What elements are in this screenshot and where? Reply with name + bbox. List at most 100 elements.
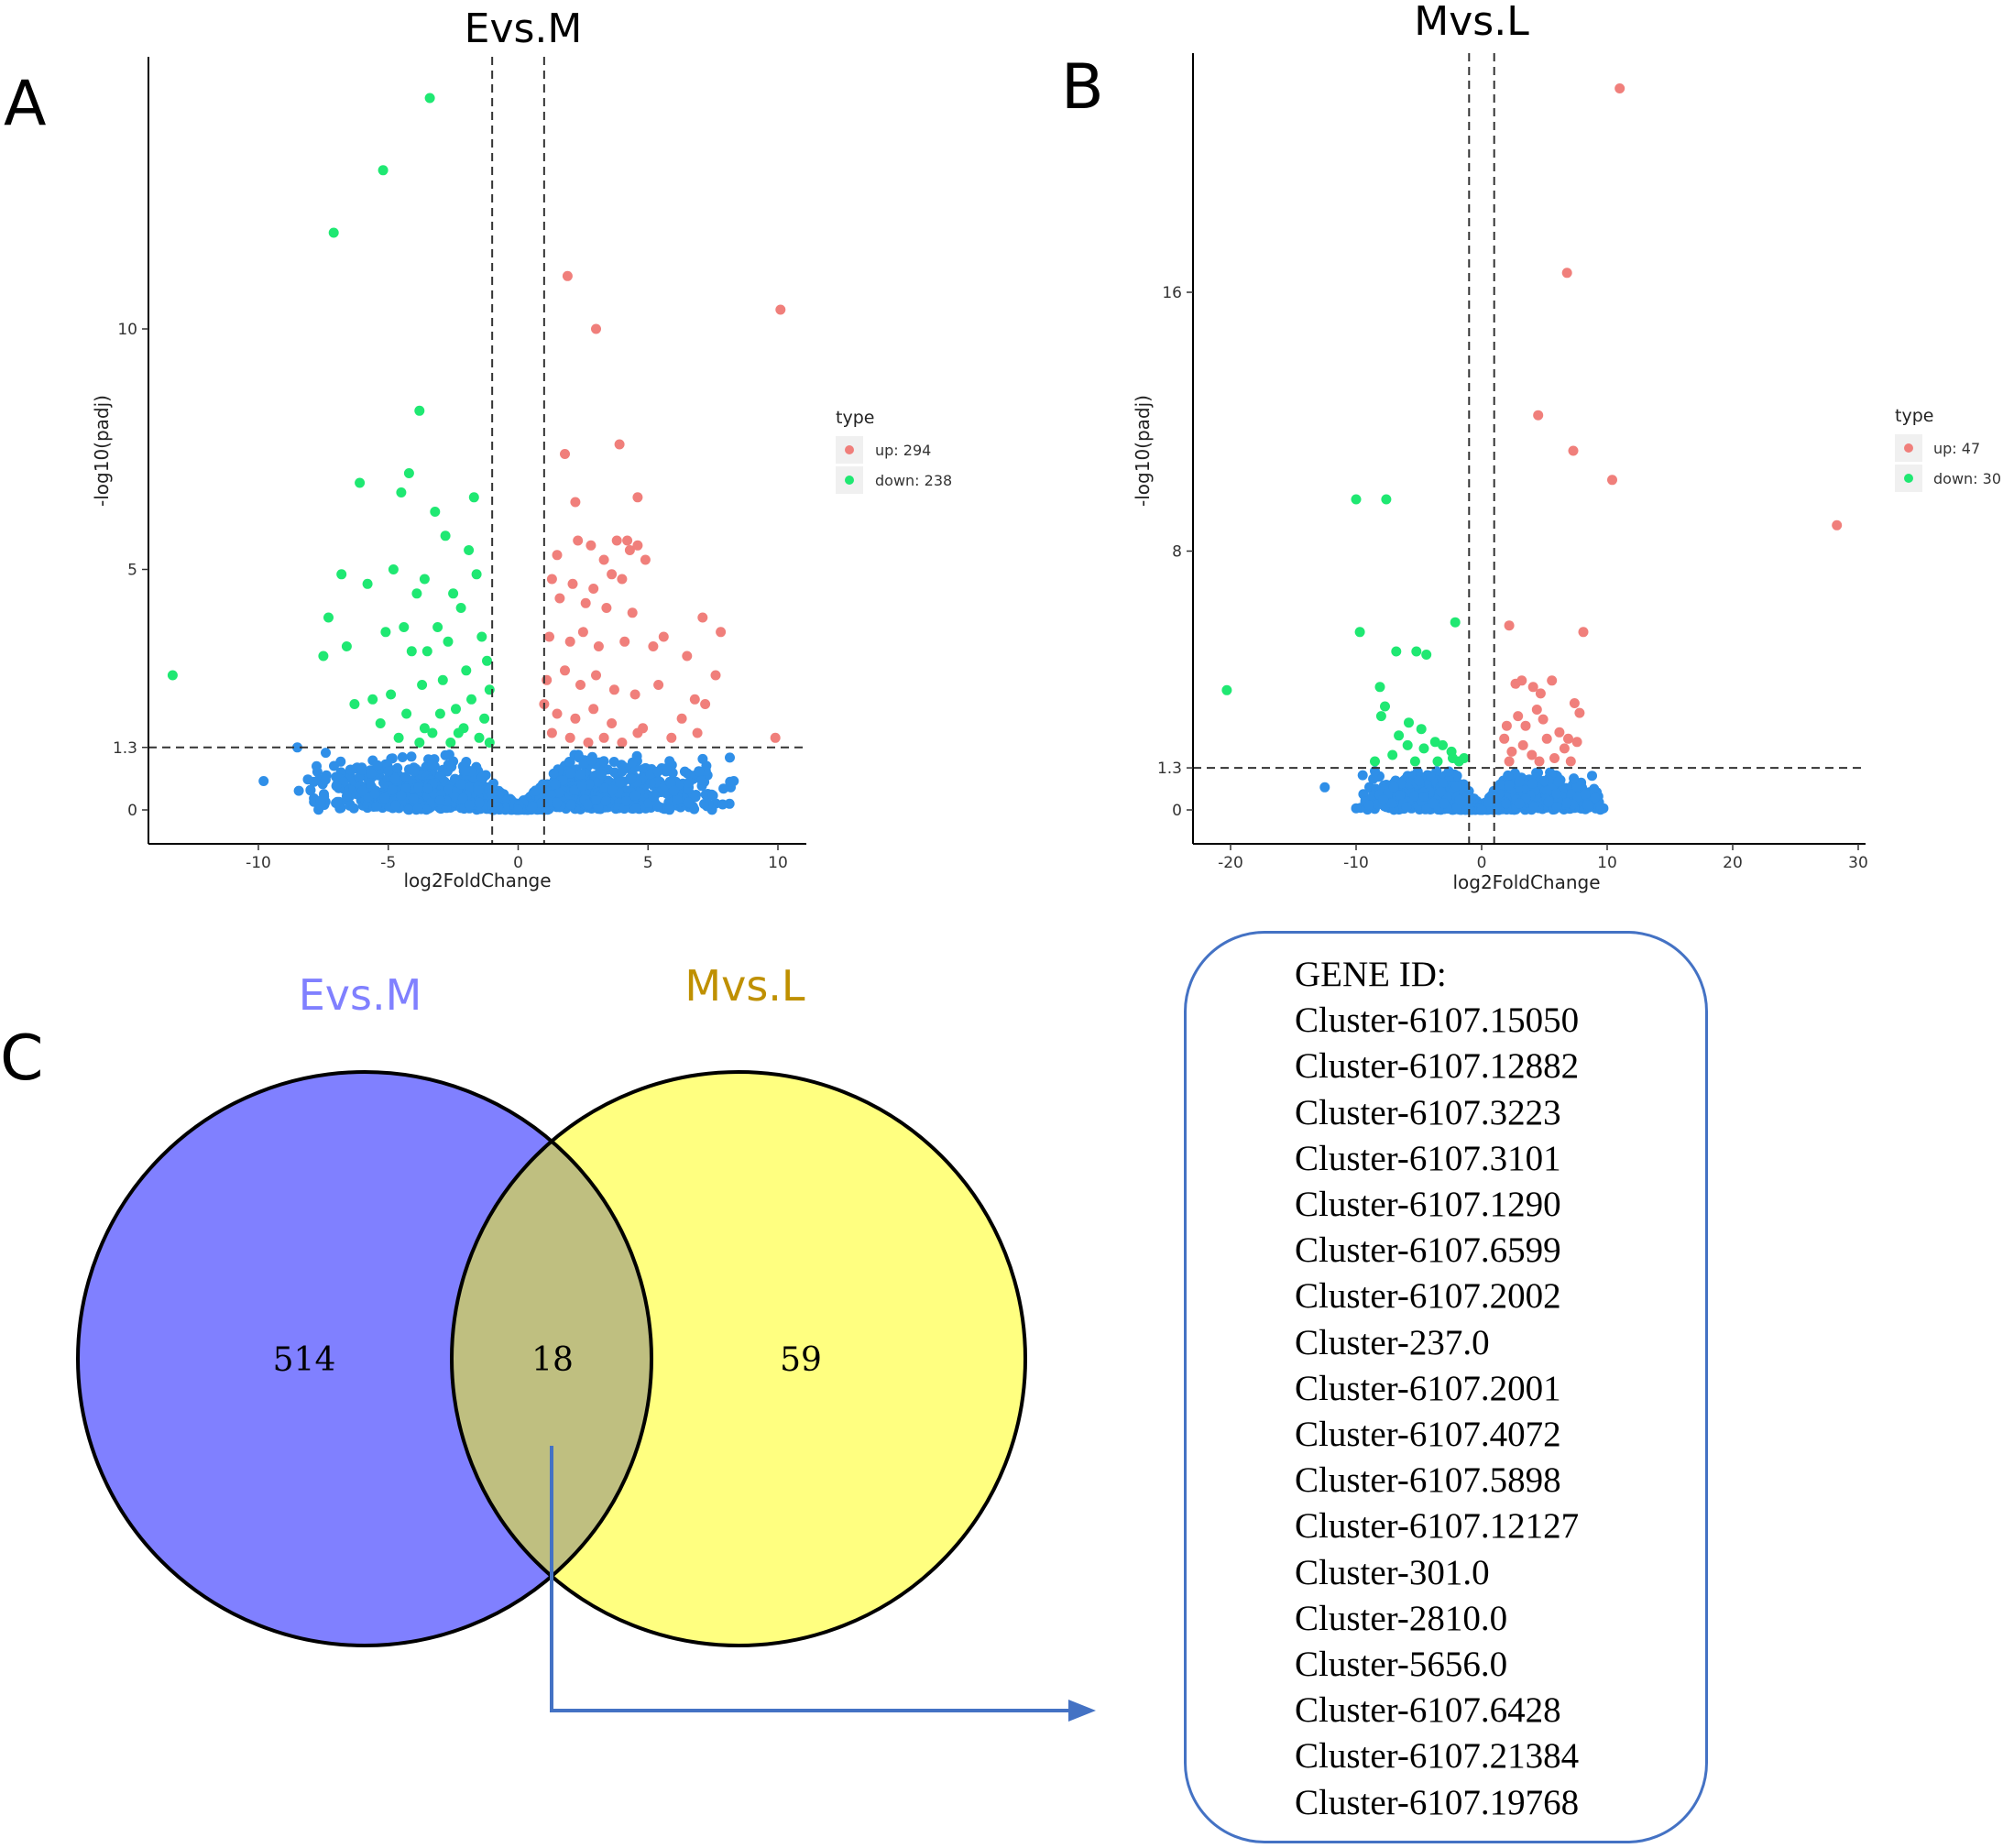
panel-b-point-not-sig — [1358, 789, 1369, 800]
panel-a-point-not-sig — [474, 797, 485, 808]
panel-a-point-not-sig — [331, 781, 342, 792]
panel-a-point-not-sig — [707, 790, 718, 801]
panel-a-point-not-sig — [694, 766, 705, 777]
panel-a-point-up — [583, 738, 594, 748]
panel-a-point-up — [560, 665, 570, 676]
panel-b-point-up — [1574, 707, 1585, 718]
panel-a-point-not-sig — [397, 752, 408, 762]
panel-a-point-not-sig — [629, 790, 640, 801]
gene-id-item: Cluster-6107.12882 — [1295, 1046, 1580, 1087]
panel-a-point-not-sig — [607, 784, 618, 795]
panel-a-x-tick-label: 10 — [768, 854, 788, 872]
panel-b-point-not-sig — [1541, 786, 1552, 797]
panel-a: A Evs.M -10 -5 0 5 10 0 1.3 5 10 log2FoldChange… — [4, 5, 952, 891]
panel-a-point-not-sig — [354, 772, 365, 783]
panel-a-not-sig-cloud — [293, 748, 736, 815]
panel-b-point-not-sig — [1528, 802, 1539, 812]
panel-b-y-tick-label: 8 — [1172, 543, 1182, 562]
venn-intersection-count: 18 — [531, 1341, 574, 1379]
panel-a-legend-title: type — [836, 408, 874, 428]
panel-a-point-not-sig — [593, 776, 604, 787]
panel-a-point-not-sig — [406, 751, 417, 762]
panel-a-point-not-sig — [486, 789, 497, 800]
panel-a-point-up — [697, 612, 708, 623]
panel-a-point-down — [375, 718, 386, 728]
venn-arrow-line — [550, 1446, 1070, 1712]
panel-a-point-up — [554, 593, 565, 604]
panel-a-point-not-sig — [443, 749, 454, 760]
panel-b-point-not-sig — [1590, 793, 1601, 804]
panel-a-point-not-sig — [465, 782, 476, 793]
gene-id-item: Cluster-6107.3223 — [1295, 1092, 1561, 1132]
panel-b-point-down — [1404, 717, 1414, 728]
panel-b-point-not-sig — [1543, 796, 1554, 807]
panel-a-point-not-sig — [402, 804, 413, 815]
panel-b-point-up — [1607, 475, 1617, 486]
panel-b-point-not-sig — [1476, 804, 1487, 815]
panel-b-x-tick-label: 10 — [1597, 854, 1617, 872]
panel-b-point-not-sig — [1483, 797, 1494, 807]
panel-b-point-not-sig — [1428, 798, 1439, 809]
panel-a-x-tick-label: -5 — [380, 854, 396, 872]
venn-arrow — [550, 1446, 1096, 1722]
panel-b-point-up — [1832, 519, 1843, 530]
panel-a-point-down — [341, 641, 352, 651]
panel-b-x-ticks: -20 -10 0 10 20 30 — [1218, 844, 1868, 872]
panel-b-point-up — [1520, 720, 1531, 731]
panel-a-point-down — [406, 646, 417, 657]
panel-c: C Evs.M Mvs.L 514 18 59 — [0, 961, 1096, 1722]
panel-a-point-not-sig — [473, 785, 484, 796]
panel-b-point-not-sig — [1363, 800, 1374, 811]
panel-a-x-label: log2FoldChange — [403, 869, 551, 891]
panel-a-point-down — [482, 655, 492, 666]
panel-b-point-up — [1535, 688, 1546, 699]
panel-a-point-down — [451, 704, 461, 715]
panel-a-y-ticks: 0 1.3 5 10 — [113, 321, 148, 820]
panel-b-title: Mvs.L — [1414, 0, 1529, 45]
panel-b-point-not-sig — [1582, 800, 1593, 811]
panel-a-point-not-sig — [390, 800, 401, 811]
panel-a-point-down — [421, 646, 432, 657]
panel-a-point-not-sig — [500, 802, 510, 813]
panel-a-point-up — [591, 670, 601, 681]
panel-a-point-down — [367, 694, 378, 705]
panel-a-point-not-sig — [652, 766, 663, 777]
panel-a-point-down — [468, 492, 479, 503]
panel-a-point-not-sig — [434, 795, 445, 805]
panel-a-point-up — [598, 732, 609, 743]
panel-a-point-not-sig — [617, 766, 628, 777]
panel-a-point-up — [608, 684, 619, 695]
venn-circle-b-outline — [450, 1070, 1027, 1647]
panel-a-point-down — [434, 708, 445, 719]
panel-a-point-not-sig — [292, 742, 302, 753]
panel-a-y-tick-label: 0 — [127, 802, 137, 820]
panel-a-point-up — [570, 497, 581, 508]
panel-b-point-not-sig — [1494, 789, 1505, 800]
panel-a-point-not-sig — [459, 766, 470, 776]
panel-a-point-up — [629, 689, 640, 700]
panel-b-y-tick-label: 0 — [1172, 802, 1182, 820]
panel-a-point-not-sig — [331, 798, 342, 808]
gene-id-item: Cluster-6107.6428 — [1295, 1690, 1561, 1731]
panel-b-point-not-sig — [1514, 798, 1525, 809]
panel-b-point-up — [1561, 268, 1572, 279]
panel-a-point-not-sig — [672, 794, 683, 805]
panel-b-point-not-sig — [1569, 773, 1580, 784]
panel-a-point-up — [627, 607, 638, 618]
panel-b-y-label: -log10(padj) — [1132, 395, 1154, 507]
panel-b-point-down — [1409, 756, 1420, 767]
panel-b-point-up — [1504, 620, 1515, 631]
panel-b-point-down — [1402, 739, 1413, 750]
panel-a-point-not-sig — [461, 757, 472, 767]
venn-only-b-count: 59 — [780, 1341, 822, 1379]
panel-a-point-down — [336, 569, 347, 580]
panel-b-point-up — [1506, 746, 1517, 757]
panel-a-point-down — [455, 603, 466, 613]
panel-a-point-not-sig — [455, 779, 466, 790]
panel-a-point-not-sig — [341, 791, 352, 802]
panel-a-point-not-sig — [689, 804, 700, 815]
panel-a-point-up — [716, 627, 727, 638]
panel-a-point-not-sig — [409, 766, 420, 777]
panel-b-point-not-sig — [1418, 792, 1429, 802]
